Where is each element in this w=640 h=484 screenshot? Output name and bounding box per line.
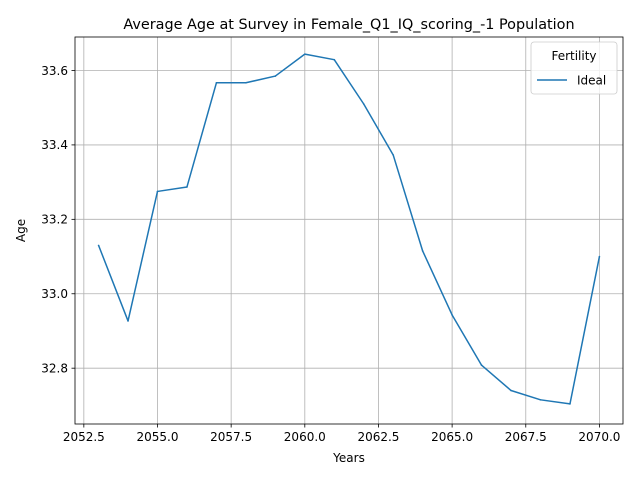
legend: Fertility Ideal [530,41,618,95]
y-tick-label: 32.8 [41,361,68,375]
data-point [127,320,129,322]
data-point [480,364,483,367]
series-layer [97,53,601,405]
y-tick-label: 33.0 [41,287,68,301]
x-axis-label: Years [332,451,365,465]
legend-box [530,41,618,95]
y-tick-label: 33.6 [41,64,68,78]
grid-lines [75,37,623,424]
plot-frame [74,36,624,425]
data-point [421,250,424,252]
data-point [598,255,601,258]
data-point [333,58,336,61]
x-tick-label: 2067.5 [505,430,547,444]
data-point [186,186,188,188]
x-axis-ticks: 2052.5 2055.0 2057.5 2060.0 2062.5 2065.0 2067… [63,424,620,444]
series-line-ideal [97,53,601,405]
data-point [510,389,512,392]
data-point [97,244,100,247]
y-axis-label: Age [14,219,28,242]
legend-label-ideal: Ideal [577,74,606,88]
data-point [215,81,218,84]
data-point [539,399,542,401]
y-tick-label: 33.4 [41,138,68,152]
x-tick-label: 2065.0 [431,430,473,444]
y-axis-ticks: 32.8 33.0 33.2 33.4 33.6 [41,64,75,375]
data-point [156,190,159,193]
x-tick-label: 2070.0 [578,430,620,444]
chart-title: Average Age at Survey in Female_Q1_IQ_sc… [123,17,574,33]
data-point [569,403,571,405]
y-tick-label: 33.2 [41,213,68,227]
legend-title: Fertility [551,49,596,63]
x-tick-label: 2055.0 [136,430,178,444]
x-tick-label: 2052.5 [63,430,105,444]
data-point [392,154,394,156]
data-point [451,314,453,316]
data-point [274,75,277,77]
x-tick-label: 2060.0 [284,430,326,444]
x-tick-label: 2062.5 [357,430,399,444]
data-point [362,103,365,105]
data-point [245,81,247,84]
x-tick-label: 2057.5 [210,430,252,444]
data-point [304,53,306,55]
